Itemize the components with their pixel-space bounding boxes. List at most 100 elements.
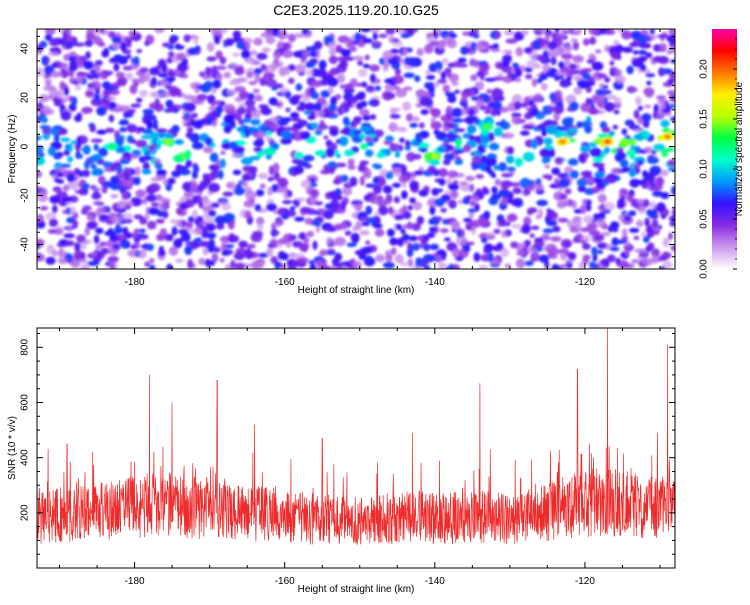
spectrogram-cell — [100, 247, 110, 255]
spectrogram-cell — [354, 32, 362, 42]
spectrogram-cell — [510, 241, 519, 249]
spectrogram-cell — [460, 183, 473, 192]
spectrogram-cell — [462, 118, 473, 123]
spectrogram-cell — [254, 204, 262, 212]
spectrogram-cell — [558, 193, 568, 200]
spectrogram-cell — [79, 253, 86, 259]
spectrogram-cell — [120, 41, 127, 52]
spectrogram-cell — [218, 169, 224, 180]
spectrogram-cell — [148, 144, 156, 152]
spectrogram-cell — [57, 257, 68, 265]
spectrogram-cell — [418, 189, 429, 197]
spectrogram-cell — [448, 133, 459, 139]
spectrogram-cell — [382, 185, 393, 194]
spectrogram-cell — [591, 246, 598, 256]
spectrogram-cell — [400, 33, 411, 39]
spectrogram-cell — [373, 129, 384, 138]
spectrogram-cell — [193, 35, 199, 45]
spectrogram-cell — [160, 81, 171, 87]
spectrogram-cell — [238, 240, 248, 248]
spectrogram-cell — [245, 198, 253, 205]
spectrogram-cell — [366, 255, 373, 263]
y-tick-label: 600 — [20, 394, 31, 411]
spectrogram-cell — [477, 147, 486, 154]
spectrogram-cell — [529, 233, 535, 239]
spectrogram-cell — [490, 47, 501, 53]
spectrogram-cell — [56, 179, 65, 184]
spectrogram-cell — [72, 219, 79, 229]
spectrogram-cell — [473, 33, 480, 39]
spectrogram-cell — [487, 252, 494, 263]
spectrogram-cell — [338, 136, 349, 147]
spectrogram-cell — [229, 181, 236, 191]
spectrogram-cell — [391, 247, 397, 255]
spectrogram-cell — [467, 208, 477, 214]
spectrogram-cell — [48, 38, 60, 47]
y-tick-label: 200 — [20, 504, 31, 521]
spectrogram-cell — [448, 137, 457, 142]
spectrogram-cell — [617, 260, 629, 269]
spectrogram-cell — [407, 242, 413, 252]
spectrogram-cell — [392, 166, 402, 177]
spectrogram-cell — [502, 59, 510, 68]
spectrogram-cell — [375, 254, 385, 263]
spectrogram-cell — [146, 119, 153, 130]
spectrogram-x-ticks: -180 -160 -140 -120 — [59, 29, 661, 288]
spectrogram-cell — [560, 29, 567, 35]
spectrogram-cell — [588, 53, 596, 61]
spectrogram-cell — [642, 235, 650, 243]
spectrogram-cell — [328, 47, 337, 56]
spectrogram-cell — [62, 209, 68, 214]
spectrogram-cell — [416, 216, 425, 225]
spectrogram-cell — [611, 167, 623, 174]
spectrogram-cell — [52, 186, 62, 193]
spectrogram-cell — [222, 191, 234, 197]
spectrogram-cell — [136, 126, 146, 132]
spectrogram-cell — [305, 69, 314, 76]
spectrogram-cell — [75, 74, 85, 84]
spectrogram-cell — [280, 252, 289, 261]
spectrogram-cell — [202, 212, 210, 218]
spectrogram-cell — [107, 255, 119, 263]
spectrogram-cell — [542, 228, 554, 234]
colorbar-tick-label: 0.10 — [699, 159, 710, 179]
spectrogram-cell — [359, 230, 370, 236]
spectrogram-cell — [548, 247, 560, 256]
spectrogram-cell — [481, 237, 488, 244]
spectrogram-cell — [462, 144, 472, 153]
spectrogram-cell — [95, 207, 104, 218]
spectrogram-cell — [206, 42, 215, 52]
spectrogram-cell — [569, 170, 579, 179]
spectrogram-cell — [150, 202, 160, 207]
spectrogram-cell — [662, 81, 674, 87]
spectrogram-cell — [280, 138, 292, 145]
spectrogram-cell — [228, 223, 235, 230]
spectrogram-cell — [667, 89, 675, 96]
spectrogram-cell — [141, 197, 148, 205]
spectrogram-cell — [409, 122, 419, 128]
spectrogram-cell — [655, 109, 665, 120]
spectrogram-cell — [500, 247, 510, 258]
spectrogram-cell — [96, 129, 107, 135]
snr-y-label: SNR (10 * v/v) — [7, 416, 18, 480]
spectrogram-cell — [93, 186, 102, 192]
spectrogram-cell — [514, 157, 523, 167]
spectrogram-hotspot — [180, 154, 187, 159]
spectrogram-cell — [187, 258, 194, 269]
spectrogram-cell — [267, 176, 275, 182]
spectrogram-cell — [506, 166, 516, 172]
spectrogram-cell — [565, 68, 577, 74]
spectrogram-cell — [641, 113, 652, 122]
spectrogram-cell — [429, 205, 436, 216]
spectrogram-cell — [240, 181, 249, 187]
x-tick-label: -160 — [275, 576, 295, 587]
spectrogram-cell — [561, 53, 573, 60]
spectrogram-cell — [142, 108, 154, 115]
spectrogram-cell — [369, 64, 380, 72]
spectrogram-cell — [246, 243, 256, 249]
spectrogram-cell — [269, 63, 279, 70]
spectrogram-cell — [576, 121, 583, 129]
spectrogram-cell — [252, 230, 264, 237]
spectrogram-cell — [440, 228, 449, 234]
spectrogram-cell — [488, 132, 495, 142]
